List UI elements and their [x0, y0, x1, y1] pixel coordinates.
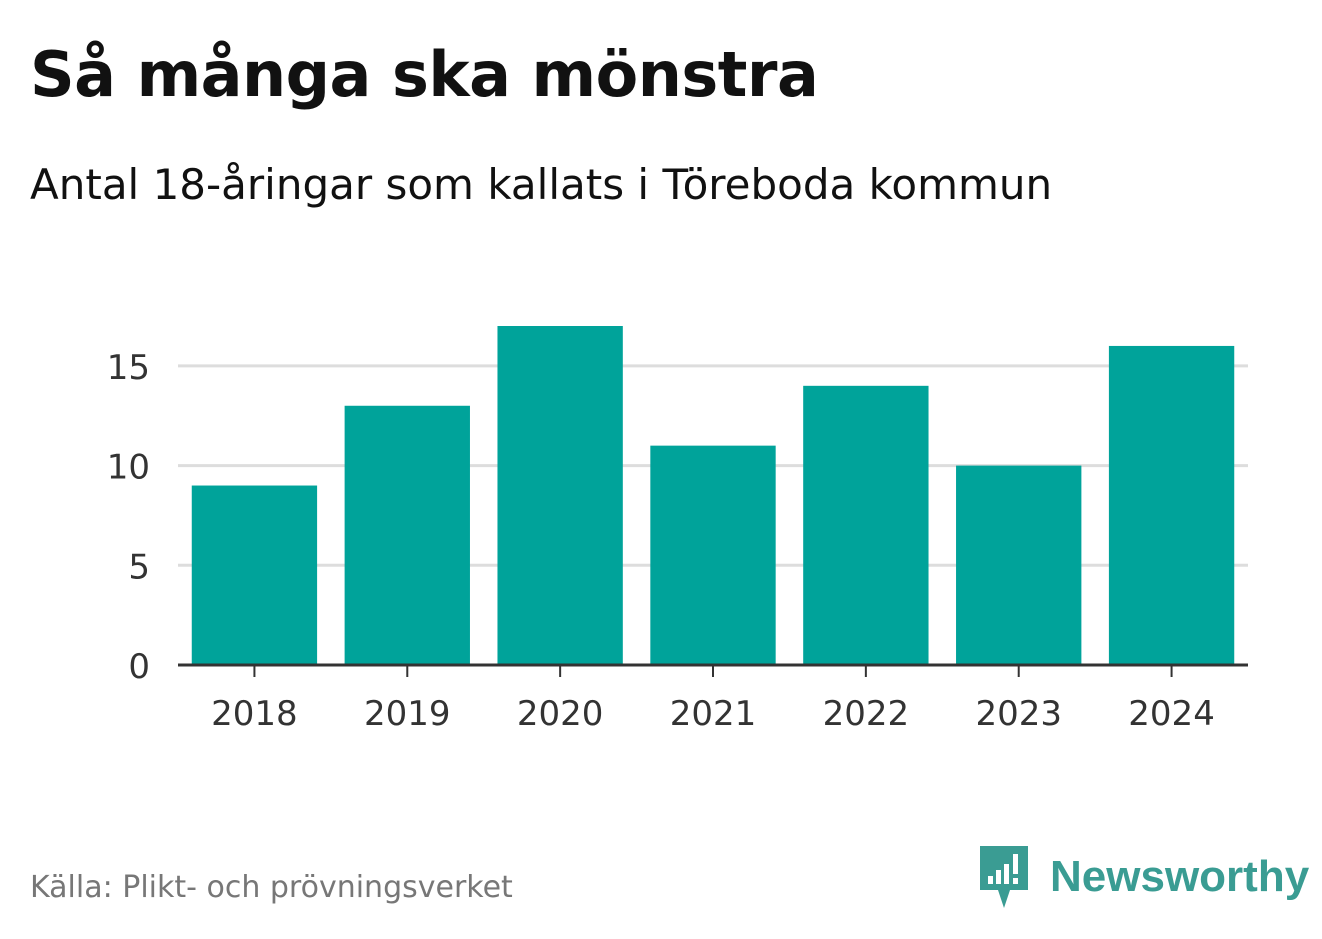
bar-2021 [650, 445, 776, 665]
newsworthy-logo-icon [980, 846, 1028, 908]
bar-2023 [956, 465, 1082, 665]
chart-subtitle: Antal 18-åringar som kallats i Töreboda … [30, 160, 1053, 209]
bar-2020 [497, 326, 623, 665]
y-tick-label: 0 [128, 647, 150, 687]
x-tick-label: 2019 [364, 694, 451, 734]
newsworthy-logo: Newsworthy [980, 846, 1309, 908]
x-tick-label: 2021 [670, 694, 757, 734]
x-tick-label: 2020 [517, 694, 604, 734]
x-tick-label: 2022 [823, 694, 910, 734]
brand-name: Newsworthy [1050, 852, 1310, 901]
bar-2024 [1108, 345, 1235, 665]
x-tick-label: 2024 [1128, 694, 1215, 734]
x-tick-label: 2018 [211, 694, 298, 734]
bar-2022 [803, 385, 929, 665]
chart-title: Så många ska mönstra [30, 38, 819, 111]
bar-2019 [344, 405, 470, 665]
y-tick-label: 5 [128, 547, 150, 587]
y-tick-label: 10 [107, 448, 150, 488]
source-note: Källa: Plikt- och prövningsverket [30, 870, 513, 905]
x-tick-label: 2023 [975, 694, 1062, 734]
bar-chart: 0 5 10 15 2018 2019 2020 2021 2022 2023 2024 [107, 326, 1248, 734]
axes: 0 5 10 15 2018 2019 2020 2021 2022 2023 2024 [107, 348, 1248, 734]
bar-2018 [191, 485, 318, 665]
y-tick-label: 15 [107, 348, 150, 388]
bars [191, 326, 1235, 665]
